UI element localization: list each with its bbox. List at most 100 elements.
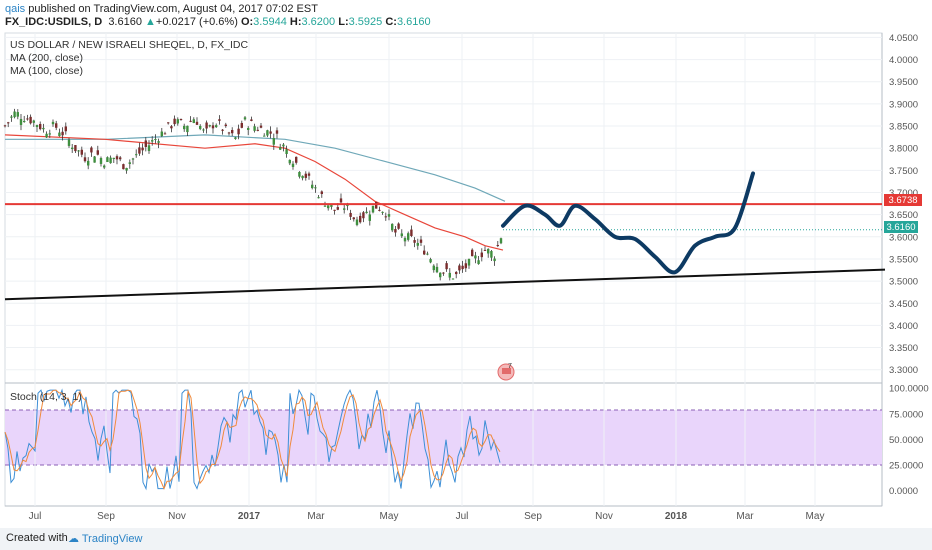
x-tick-label: May: [806, 511, 825, 522]
candle-body: [304, 173, 307, 178]
badge-last: 3.6160: [884, 221, 918, 233]
candle-body: [256, 129, 259, 131]
candle-body: [413, 240, 416, 243]
candle-body: [371, 205, 375, 213]
x-tick-label: Mar: [736, 511, 754, 522]
candle-body: [458, 265, 461, 271]
candle-body: [154, 138, 157, 140]
candle-body: [112, 157, 115, 159]
candle-body: [29, 116, 32, 124]
candle-body: [87, 160, 90, 166]
candle-body: [391, 223, 394, 231]
y-tick-label: 3.3000: [889, 365, 918, 376]
candle-body: [115, 156, 119, 160]
candle-body: [189, 120, 192, 122]
up-triangle-icon: ▲: [145, 16, 156, 28]
legend-stoch[interactable]: Stoch (14, 3, 1): [10, 391, 82, 403]
candle-body: [432, 265, 435, 271]
publisher-user[interactable]: qais: [5, 3, 26, 15]
candle-body: [419, 239, 423, 243]
candle-body: [147, 145, 151, 151]
candle-body: [426, 253, 429, 255]
candle-body: [247, 127, 250, 130]
candle-body: [387, 214, 391, 217]
support-trendline: [4, 268, 886, 301]
close-value: 3.6160: [396, 16, 431, 28]
candle-body: [234, 137, 237, 139]
candle-body: [3, 125, 7, 127]
projection-path: [501, 171, 755, 275]
candle-body: [83, 157, 87, 162]
high-value: 3.6200: [301, 16, 336, 28]
candle-body: [157, 141, 160, 143]
candle-body: [45, 133, 48, 138]
candle-body: [176, 119, 179, 124]
badge-last-text: 3.6160: [886, 222, 915, 233]
candle-body: [106, 157, 109, 163]
candle-body: [266, 130, 269, 136]
y-tick-label: 3.6000: [889, 232, 918, 243]
candle-body: [163, 133, 167, 135]
ma100-line: [4, 134, 504, 251]
candle-body: [384, 216, 387, 218]
stoch-y-tick-label: 0.0000: [889, 486, 918, 497]
candle-body: [349, 212, 352, 217]
stoch-y-tick-label: 100.0000: [889, 384, 929, 395]
svg-text:7: 7: [508, 363, 512, 370]
candle-body: [122, 164, 125, 170]
candle-body: [259, 125, 263, 128]
legend-ma200[interactable]: MA (200, close): [10, 52, 83, 64]
candle-body: [288, 159, 291, 164]
x-tick-label: May: [380, 511, 399, 522]
candle-body: [480, 252, 483, 258]
events-flag-icon[interactable]: 7: [497, 363, 515, 381]
candle-body: [215, 125, 218, 128]
candle-body: [103, 165, 106, 168]
candle-body: [336, 207, 339, 210]
candle-body: [490, 251, 493, 258]
candle-body: [291, 163, 295, 167]
candle-body: [448, 272, 451, 278]
y-tick-label: 4.0000: [889, 55, 918, 66]
legend-ma100[interactable]: MA (100, close): [10, 65, 83, 77]
ohlc-line: FX_IDC:USDILS, D 3.6160 ▲+0.0217 (+0.6%)…: [5, 16, 431, 28]
candle-body: [128, 162, 131, 164]
candle-body: [298, 171, 301, 177]
candle-body: [186, 125, 189, 133]
ma200-line: [5, 134, 506, 202]
tradingview-brand: TradingView: [81, 533, 143, 545]
candle-body: [141, 147, 144, 151]
created-with-text: Created with: [6, 532, 68, 544]
candle-body: [352, 217, 355, 220]
y-tick-label: 3.6500: [889, 210, 918, 221]
candle-body: [282, 144, 285, 147]
candle-body: [314, 187, 317, 189]
y-tick-label: 3.5000: [889, 277, 918, 288]
y-tick-label: 3.9500: [889, 77, 918, 88]
stoch-y-tick-label: 25.0000: [889, 461, 923, 472]
candle-body: [269, 131, 272, 134]
candle-body: [138, 147, 141, 154]
candle-body: [64, 126, 67, 132]
candle-body: [48, 133, 51, 135]
x-tick-label: Sep: [524, 511, 542, 522]
candle-body: [90, 147, 93, 153]
candle-body: [131, 158, 135, 160]
candle-body: [323, 205, 327, 207]
candle-body: [253, 126, 256, 131]
candle-body: [99, 158, 103, 164]
badge-resistance: 3.6738: [884, 194, 922, 206]
candle-body: [208, 125, 211, 127]
tradingview-logo[interactable]: ☁ TradingView: [68, 532, 142, 545]
candle-body: [483, 249, 487, 251]
footer-bar: Created with ☁ TradingView: [0, 528, 932, 550]
price-chart[interactable]: 3.3000 3.3500 3.4000 3.4500 3.5000 3.5500 3.60…: [0, 0, 932, 528]
price-value: 3.6160: [108, 16, 142, 28]
candle-body: [445, 263, 448, 270]
candle-body: [307, 173, 311, 176]
y-tick-label: 3.4000: [889, 321, 918, 332]
y-tick-label: 3.7500: [889, 166, 918, 177]
cloud-icon: ☁: [68, 533, 79, 545]
candle-body: [42, 127, 45, 130]
candle-body: [403, 238, 407, 242]
